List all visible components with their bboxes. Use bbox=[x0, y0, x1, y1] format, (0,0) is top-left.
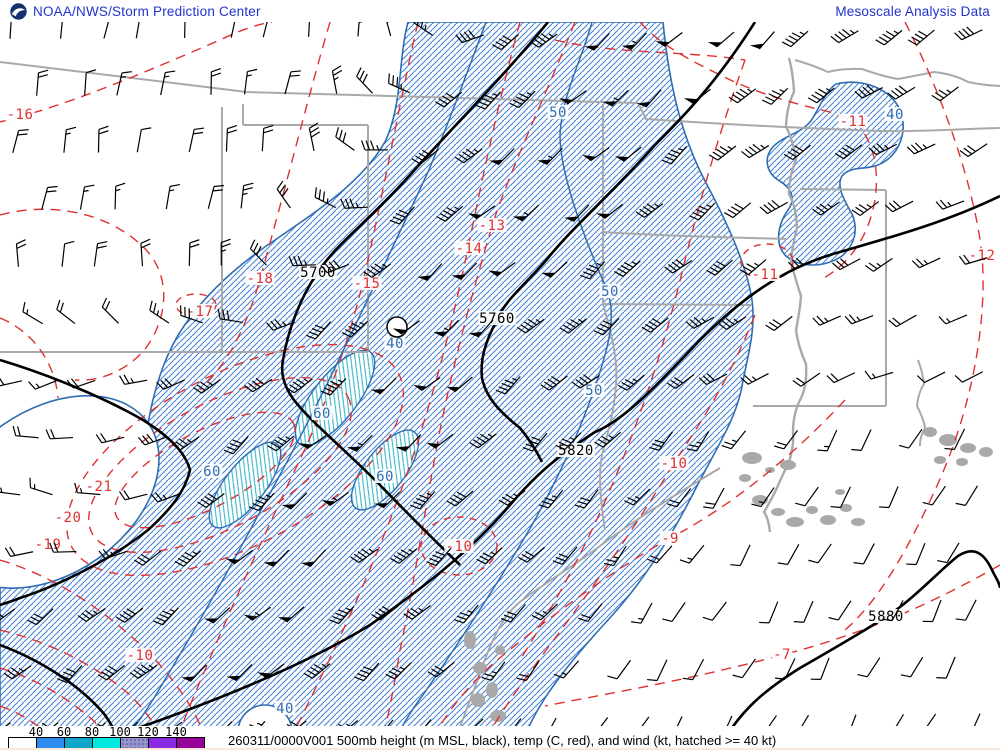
contour-label: -14 bbox=[456, 241, 483, 257]
contour-label: 40 bbox=[276, 701, 294, 717]
contour-label: -21 bbox=[86, 479, 113, 495]
contour-label: 50 bbox=[601, 284, 619, 300]
scale-tick-label: 120 bbox=[137, 725, 159, 739]
header-bar: NOAA/NWS/Storm Prediction Center Mesosca… bbox=[0, 0, 1000, 22]
contour-label: 5700 bbox=[300, 265, 336, 281]
contour-label: -11 bbox=[752, 267, 779, 283]
contour-label: -10 bbox=[127, 648, 154, 664]
header-title: NOAA/NWS/Storm Prediction Center bbox=[33, 3, 261, 19]
height-contours bbox=[0, 21, 1000, 750]
contour-label: 5760 bbox=[479, 311, 515, 327]
header-right-title: Mesoscale Analysis Data bbox=[835, 3, 990, 19]
contour-label: 60 bbox=[203, 464, 221, 480]
contour-label: -20 bbox=[55, 510, 82, 526]
contour-label: -13 bbox=[479, 218, 506, 234]
map-caption: 260311/0000V001 500mb height (m MSL, bla… bbox=[228, 733, 777, 748]
contour-label: -11 bbox=[840, 114, 867, 130]
scale-tick-label: 60 bbox=[56, 725, 72, 739]
contour-label: -16 bbox=[7, 107, 34, 123]
contour-label: -10 bbox=[661, 456, 688, 472]
scale-cell bbox=[93, 738, 121, 749]
wind-barbs bbox=[0, 7, 988, 741]
map-svg[interactable]: 5700 5760 5820 5880 -16 -17 -18 -15 -14 -13 -11 -11… bbox=[0, 7, 1000, 750]
contour-label: -18 bbox=[247, 271, 274, 287]
scale-tick-label: 40 bbox=[28, 725, 44, 739]
contour-label: 40 bbox=[386, 336, 404, 352]
contour-label: -15 bbox=[354, 276, 381, 292]
bottom-edge-strip bbox=[0, 748, 1000, 750]
contour-label: 40 bbox=[886, 107, 904, 123]
scale-cell bbox=[9, 738, 37, 749]
noaa-logo-icon bbox=[10, 2, 27, 20]
scale-cell bbox=[37, 738, 65, 749]
scale-cell bbox=[177, 738, 204, 749]
map-area[interactable]: 5700 5760 5820 5880 -16 -17 -18 -15 -14 -13 -11 -11… bbox=[0, 7, 1000, 750]
contour-label: -10 bbox=[446, 539, 473, 555]
scale-tick-label: 140 bbox=[165, 725, 187, 739]
contour-label: -12 bbox=[969, 248, 996, 264]
scale-cell bbox=[121, 738, 149, 749]
footer-bar: 40 60 80 100 120 140 260311/0000V001 500mb he… bbox=[0, 725, 1000, 750]
contour-label: 50 bbox=[585, 383, 603, 399]
contour-labels: 5700 5760 5820 5880 -16 -17 -18 -15 -14 -13 -11 -11… bbox=[5, 105, 997, 717]
scale-cell bbox=[149, 738, 177, 749]
station-symbol bbox=[386, 316, 408, 338]
contour-label: -19 bbox=[35, 537, 62, 553]
contour-label: -9 bbox=[661, 531, 679, 547]
contour-label: 5880 bbox=[868, 609, 904, 625]
scale-cell bbox=[65, 738, 93, 749]
scale-tick-label: 100 bbox=[109, 725, 131, 739]
contour-label: 60 bbox=[376, 469, 394, 485]
scale-tick-label: 80 bbox=[84, 725, 100, 739]
contour-label: 50 bbox=[549, 105, 567, 121]
contour-label: 5820 bbox=[558, 443, 594, 459]
station-marker bbox=[386, 316, 408, 338]
contour-label: -7 bbox=[773, 647, 791, 663]
state-borders bbox=[0, 57, 1000, 750]
contour-label: -17 bbox=[187, 304, 214, 320]
contour-label: 60 bbox=[313, 406, 331, 422]
